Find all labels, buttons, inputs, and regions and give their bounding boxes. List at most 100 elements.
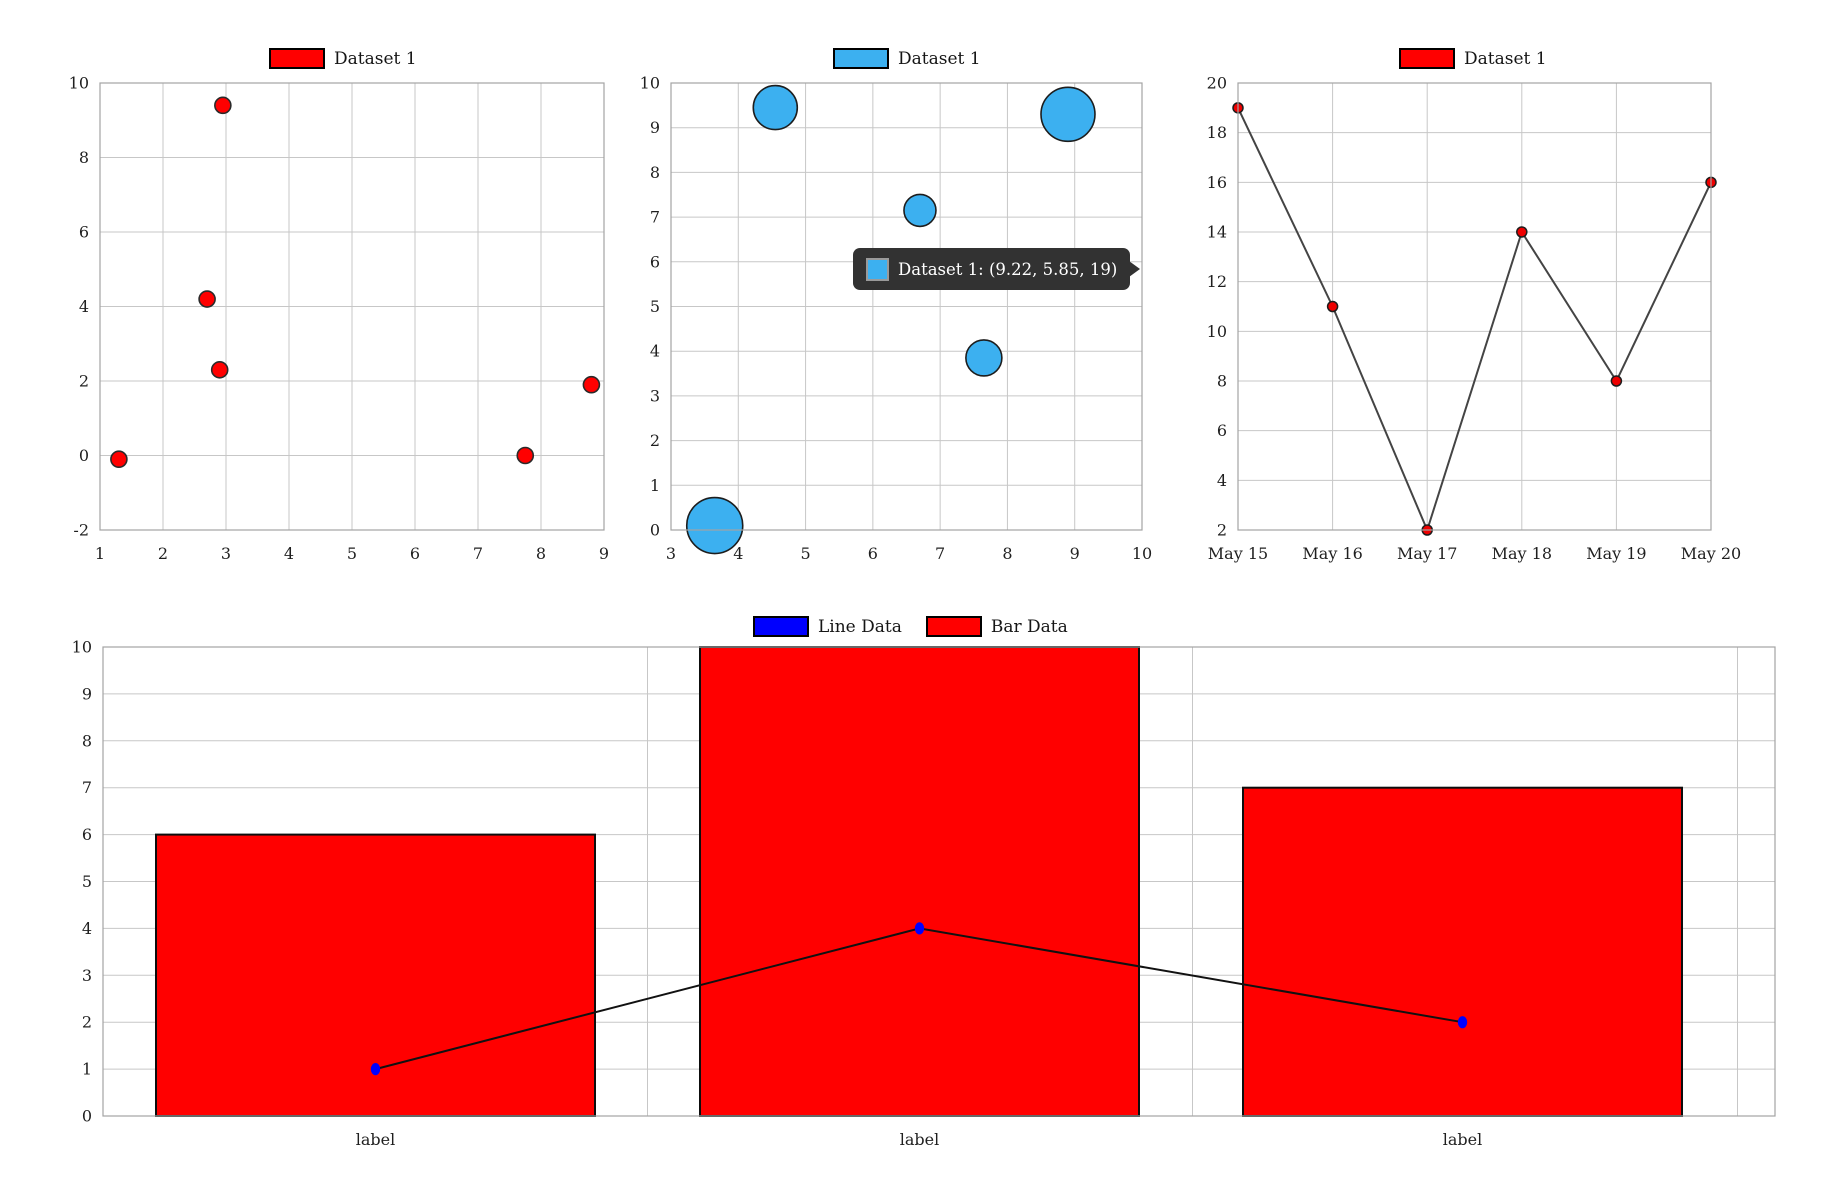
x-tick-label: May 18: [1492, 544, 1552, 563]
legend-label: Dataset 1: [898, 48, 981, 69]
x-tick-label: 4: [733, 544, 743, 563]
x-tick-label: 3: [221, 544, 231, 563]
legend-scatter: Dataset 1: [269, 48, 417, 69]
x-tick-label: May 15: [1208, 544, 1268, 563]
y-tick-label: 2: [650, 431, 660, 450]
y-tick-label: 4: [79, 297, 89, 316]
x-tick-label: label: [1443, 1130, 1482, 1149]
line-point[interactable]: [1457, 1016, 1468, 1029]
tooltip-text: Dataset 1: (9.22, 5.85, 19): [898, 259, 1118, 279]
legend-swatch-red-icon: [269, 48, 325, 69]
y-tick-label: 20: [1207, 74, 1227, 93]
x-tick-label: May 20: [1681, 544, 1741, 563]
legend-swatch-blue-icon: [753, 616, 809, 637]
y-tick-label: 12: [1207, 272, 1227, 291]
line-point[interactable]: [914, 922, 925, 935]
y-tick-label: 10: [640, 74, 660, 93]
legend-item-dataset1[interactable]: Dataset 1: [833, 48, 981, 69]
line-point[interactable]: [1326, 300, 1339, 313]
y-tick-label: 8: [79, 148, 89, 167]
scatter-point[interactable]: [210, 361, 229, 379]
bar[interactable]: [1242, 786, 1683, 1117]
y-tick-label: 10: [69, 74, 89, 93]
scatter-point[interactable]: [214, 96, 232, 115]
scatter-point[interactable]: [516, 446, 535, 465]
legend-item-line-data[interactable]: Line Data: [753, 616, 902, 637]
legend-item-dataset1[interactable]: Dataset 1: [1399, 48, 1547, 69]
x-tick-label: May 19: [1586, 544, 1646, 563]
plot-border: [102, 646, 1776, 1117]
y-tick-label: 4: [82, 919, 92, 938]
x-tick-label: 1: [95, 544, 105, 563]
x-tick-label: 9: [1070, 544, 1080, 563]
plot-border: [670, 82, 1143, 531]
y-tick-label: 4: [650, 342, 660, 361]
scatter-point[interactable]: [110, 450, 128, 469]
scatter-point[interactable]: [582, 375, 601, 394]
x-tick-label: 6: [868, 544, 878, 563]
x-tick-label: 7: [935, 544, 945, 563]
y-tick-label: 8: [650, 163, 660, 182]
x-tick-label: 8: [1002, 544, 1012, 563]
x-tick-label: May 17: [1397, 544, 1457, 563]
legend-bubble: Dataset 1: [833, 48, 981, 69]
y-tick-label: 7: [650, 208, 660, 227]
bubble-point[interactable]: [903, 193, 937, 228]
x-tick-label: label: [356, 1130, 395, 1149]
legend-label: Dataset 1: [334, 48, 417, 69]
x-tick-label: label: [900, 1130, 939, 1149]
x-tick-label: 9: [599, 544, 609, 563]
y-tick-label: 5: [650, 297, 660, 316]
tooltip-swatch-blue-icon: [866, 257, 889, 281]
chart-tooltip: Dataset 1: (9.22, 5.85, 19): [853, 248, 1131, 290]
y-tick-label: 0: [79, 446, 89, 465]
legend-label: Line Data: [818, 616, 902, 637]
legend-label: Dataset 1: [1464, 48, 1547, 69]
y-tick-label: 5: [82, 872, 92, 891]
scatter-point[interactable]: [198, 290, 216, 308]
y-tick-label: 16: [1207, 173, 1227, 192]
y-tick-label: 2: [79, 372, 89, 391]
plot-border: [1237, 82, 1712, 531]
legend-swatch-blue-icon: [833, 48, 889, 69]
y-tick-label: 7: [82, 778, 92, 797]
x-tick-label: 8: [536, 544, 546, 563]
y-tick-label: 10: [72, 638, 92, 657]
bubble-point[interactable]: [965, 339, 1003, 377]
chart-line: 2 4 6 8 10 12 14 16 18 20 May 15 May 16 May 17 May 18…: [1207, 74, 1742, 564]
bubble-point[interactable]: [685, 496, 744, 555]
y-tick-label: 1: [82, 1060, 92, 1079]
y-tick-label: 6: [1217, 421, 1227, 440]
x-tick-label: 2: [158, 544, 168, 563]
x-tick-label: 5: [800, 544, 810, 563]
y-tick-label: 3: [650, 386, 660, 405]
x-tick-label: May 16: [1302, 544, 1362, 563]
y-tick-label: 1: [650, 476, 660, 495]
line-point[interactable]: [1516, 226, 1528, 238]
y-tick-label: 0: [650, 521, 660, 540]
bar[interactable]: [699, 646, 1140, 1117]
y-tick-label: 9: [82, 684, 92, 703]
bubble-point[interactable]: [752, 84, 799, 131]
chart-combo: 0 1 2 3 4 5 6 7 8 9 10 label label label: [72, 638, 1776, 1149]
x-tick-label: 7: [473, 544, 483, 563]
line-path: [1237, 107, 1712, 533]
plot-border: [99, 82, 605, 531]
legend-swatch-red-icon: [925, 616, 982, 637]
y-tick-label: 8: [82, 731, 92, 750]
legend-item-dataset1[interactable]: Dataset 1: [269, 48, 417, 69]
legend-line: Dataset 1: [1399, 48, 1547, 69]
legend-item-bar-data[interactable]: Bar Data: [925, 616, 1068, 637]
line-point[interactable]: [1610, 375, 1623, 387]
y-tick-label: 18: [1207, 123, 1227, 142]
y-tick-label: 2: [82, 1013, 92, 1032]
bubble-point[interactable]: [1040, 86, 1096, 143]
line-point[interactable]: [370, 1063, 381, 1076]
legend-combo: Line Data Bar Data: [753, 616, 1068, 637]
y-tick-label: 3: [82, 966, 92, 985]
y-tick-label: 14: [1207, 223, 1227, 242]
y-tick-label: 6: [82, 825, 92, 844]
y-tick-label: 9: [650, 118, 660, 137]
